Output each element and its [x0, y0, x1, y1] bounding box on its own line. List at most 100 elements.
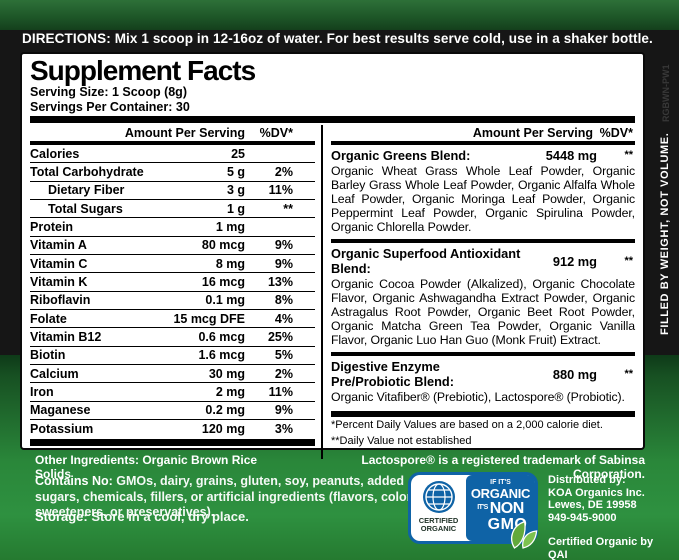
- storage-label: Storage:: [35, 509, 88, 524]
- fact-dv: 4%: [274, 311, 293, 326]
- supplement-facts-panel: Supplement Facts Serving Size: 1 Scoop (…: [20, 52, 645, 459]
- blend-ingredients: Organic Vitafiber® (Prebiotic), Lactospo…: [331, 390, 625, 404]
- fact-row-biotin: Biotin 1.6 mcg 5%: [30, 347, 315, 366]
- fact-label: Iron: [30, 385, 54, 400]
- fact-dv: **: [283, 201, 293, 216]
- fact-label: Riboflavin: [30, 293, 91, 308]
- other-ingredients-label: Other Ingredients:: [35, 453, 140, 467]
- other-ingredients-line: Other Ingredients: Organic Brown Rice So…: [35, 453, 645, 481]
- fact-row-vitamin-c: Vitamin C 8 mg 9%: [30, 255, 315, 274]
- label-columns: Amount Per Serving %DV* Calories 25 Total …: [30, 125, 635, 459]
- fact-label: Maganese: [30, 403, 91, 418]
- organic-non-gmo-badge: CERTIFIED ORGANIC IF IT'S ORGANIC IT'S NO…: [408, 472, 538, 549]
- fact-row-vitamin-b12: Vitamin B12 0.6 mcg 25%: [30, 328, 315, 347]
- blend-dv: **: [624, 254, 633, 267]
- blend-title-row: Organic Greens Blend: 5448 mg **: [331, 148, 635, 163]
- fact-dv: 2%: [274, 165, 293, 180]
- table-bottom-bar: [30, 438, 315, 446]
- contains-no-label: Contains No:: [35, 474, 113, 488]
- nutrients-column: Amount Per Serving %DV* Calories 25 Total …: [30, 125, 315, 459]
- certified-organic-text: CERTIFIED ORGANIC: [419, 517, 459, 533]
- fact-amount: 0.6 mcg: [198, 330, 245, 345]
- fact-amount: 0.1 mg: [205, 293, 245, 308]
- fact-row-maganese: Maganese 0.2 mg 9%: [30, 402, 315, 421]
- blend-dv: **: [624, 367, 633, 380]
- filled-by-weight-vertical-text: FILLED BY WEIGHT, NOT VOLUME.: [659, 132, 671, 336]
- fact-amount: 30 mg: [208, 366, 245, 381]
- its-non-text: IT'S NON: [466, 500, 535, 517]
- fact-label: Vitamin K: [30, 275, 88, 290]
- footnote-dv-not-established: **Daily Value not established: [331, 434, 472, 447]
- fact-row-riboflavin: Riboflavin 0.1 mg 8%: [30, 292, 315, 311]
- blend-amount: 912 mg: [552, 253, 597, 269]
- amount-per-serving-header: Amount Per Serving: [124, 126, 245, 140]
- distributor-line: Lewes, DE 19958: [548, 499, 637, 511]
- directions-text: Mix 1 scoop in 12-16oz of water. For bes…: [110, 31, 653, 46]
- fact-row-calories: Calories 25: [30, 145, 315, 164]
- fact-amount: 16 mcg: [201, 275, 245, 290]
- fact-label: Vitamin C: [30, 256, 88, 271]
- panel-title: Supplement Facts: [30, 55, 256, 86]
- blend-amount: 880 mg: [552, 366, 597, 382]
- fact-amount: 1 g: [226, 201, 245, 216]
- fact-amount: 120 mg: [201, 422, 245, 437]
- fact-label: Biotin: [30, 348, 66, 363]
- distributed-by-label: Distributed by:: [548, 474, 626, 486]
- footnote-percent-dv: *Percent Daily Values are based on a 2,0…: [331, 419, 603, 431]
- distributor-block: Distributed by: KOA Organics Inc. Lewes, …: [548, 474, 673, 560]
- fact-label: Vitamin B12: [30, 330, 102, 345]
- fact-row-calcium: Calcium 30 mg 2%: [30, 365, 315, 384]
- fact-dv: 9%: [274, 256, 293, 271]
- fact-dv: 2%: [274, 366, 293, 381]
- fact-row-vitamin-k: Vitamin K 16 mcg 13%: [30, 273, 315, 292]
- if-its-text: IF IT'S: [490, 479, 511, 486]
- fact-label: Total Sugars: [48, 201, 123, 216]
- blend-name: Organic Superfood Antioxidant Blend:: [331, 246, 521, 276]
- fact-row-total-sugars: Total Sugars 1 g **: [30, 200, 315, 219]
- right-column-header: Amount Per Serving %DV*: [331, 125, 635, 141]
- storage-block: Storage: Store in a cool, dry place.: [35, 509, 425, 524]
- directions-line: DIRECTIONS: Mix 1 scoop in 12-16oz of wa…: [22, 31, 653, 46]
- fact-dv: 5%: [274, 348, 293, 363]
- fact-amount: 15 mcg DFE: [173, 311, 245, 326]
- fact-dv: 8%: [274, 293, 293, 308]
- fact-label: Total Carbohydrate: [30, 165, 144, 180]
- fact-row-dietary-fiber: Dietary Fiber 3 g 11%: [30, 182, 315, 201]
- fact-amount: 0.2 mg: [205, 403, 245, 418]
- fact-label: Potassium: [30, 422, 94, 437]
- globe-icon: [422, 481, 455, 513]
- contains-no-block: Contains No: GMOs, dairy, grains, gluten…: [35, 474, 425, 521]
- blend-name: Organic Greens Blend:: [331, 148, 471, 163]
- fact-label: Vitamin A: [30, 238, 87, 253]
- non-gmo-panel: IF IT'S ORGANIC IT'S NON GMO: [466, 475, 538, 549]
- fact-amount: 2 mg: [215, 385, 245, 400]
- leaf-icon: [511, 520, 538, 549]
- organic-text: ORGANIC: [470, 486, 531, 501]
- fact-amount: 5 g: [226, 165, 245, 180]
- non-word: NON: [489, 500, 525, 517]
- directions-label: DIRECTIONS:: [22, 31, 111, 46]
- fact-dv: 25%: [267, 330, 293, 345]
- blend-amount: 5448 mg: [545, 148, 597, 163]
- fact-dv: 13%: [267, 275, 293, 290]
- blends-column: Amount Per Serving %DV* Organic Greens B…: [323, 125, 635, 459]
- contains-no-value: GMOs, dairy, grains, gluten, soy, peanut…: [35, 474, 422, 519]
- column-divider: [321, 125, 323, 459]
- fact-row-folate: Folate 15 mcg DFE 4%: [30, 310, 315, 329]
- fact-label: Protein: [30, 220, 74, 235]
- lactospore-trademark-note: Lactospore® is a registered trademark of…: [361, 453, 645, 481]
- dv-header: %DV*: [259, 126, 293, 140]
- blend-ingredients: Organic Cocoa Powder (Alkalized), Organi…: [331, 277, 635, 347]
- facts-table: Calories 25 Total Carbohydrate 5 g 2% Dietary…: [30, 145, 315, 439]
- certified-word: CERTIFIED: [418, 516, 459, 525]
- certified-by-qai: Certified Organic by QAI: [548, 536, 654, 560]
- fact-row-iron: Iron 2 mg 11%: [30, 383, 315, 402]
- blend-separator-bar: [331, 352, 635, 356]
- other-ingredients: Other Ingredients: Organic Brown Rice So…: [35, 453, 292, 481]
- fact-dv: 11%: [268, 183, 293, 198]
- left-header-bar: [30, 141, 315, 145]
- dv-header: %DV*: [599, 126, 633, 140]
- left-column-header: Amount Per Serving %DV*: [30, 125, 315, 141]
- blend-name: Digestive Enzyme Pre/Probiotic Blend:: [331, 359, 455, 389]
